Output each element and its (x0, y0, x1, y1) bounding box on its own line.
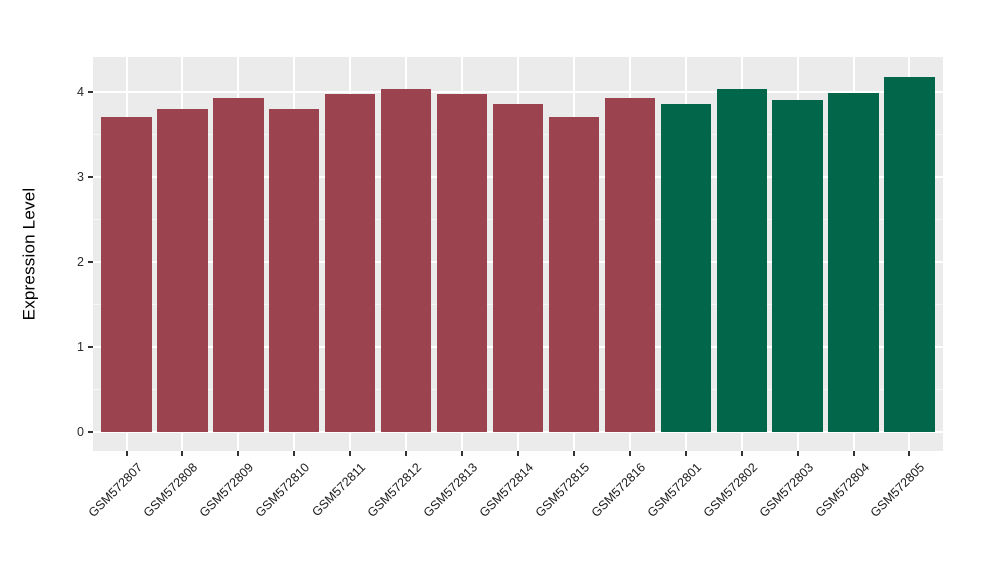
x-tick-mark (852, 451, 855, 456)
bar-GSM572804 (828, 92, 879, 432)
y-tick-label: 0 (77, 424, 84, 439)
x-tick-mark (461, 451, 464, 456)
bar-GSM572803 (772, 100, 823, 432)
bar-GSM572801 (660, 103, 711, 432)
bar-GSM572812 (380, 89, 432, 432)
x-tick-mark (796, 451, 799, 456)
bar-GSM572816 (604, 97, 655, 432)
x-tick-label: GSM572807 (85, 460, 145, 520)
x-tick-mark (628, 451, 631, 456)
y-axis-title-container: Expression Level (14, 57, 44, 451)
x-tick-mark (740, 451, 743, 456)
bar-GSM572813 (436, 94, 488, 432)
x-tick-mark (293, 451, 296, 456)
y-tick-mark (88, 175, 93, 178)
bar-GSM572815 (548, 117, 600, 432)
bar-GSM572808 (157, 108, 208, 432)
y-tick-label: 4 (77, 84, 84, 99)
y-tick-label: 2 (77, 254, 84, 269)
x-tick-mark (125, 451, 128, 456)
x-tick-mark (517, 451, 519, 456)
x-tick-mark (349, 451, 352, 456)
y-tick-mark (88, 430, 93, 433)
x-tick-mark (181, 451, 184, 456)
bar-GSM572811 (325, 94, 376, 432)
x-tick-mark (237, 451, 240, 456)
bar-GSM572814 (492, 103, 544, 432)
y-tick-label: 3 (77, 169, 84, 184)
y-tick-label: 1 (77, 339, 84, 354)
x-tick-mark (405, 451, 408, 456)
y-tick-mark (88, 345, 93, 348)
x-tick-mark (684, 451, 687, 456)
plot-panel (93, 57, 943, 451)
x-tick-mark (572, 451, 575, 456)
bar-GSM572810 (269, 108, 320, 432)
bar-GSM572809 (213, 97, 264, 432)
x-tick-mark (908, 451, 911, 456)
y-tick-mark (88, 260, 93, 263)
bar-GSM572807 (101, 116, 152, 432)
bar-GSM572805 (884, 77, 935, 432)
bar-GSM572802 (716, 89, 767, 432)
y-axis-title: Expression Level (19, 187, 39, 321)
y-tick-mark (88, 90, 93, 93)
